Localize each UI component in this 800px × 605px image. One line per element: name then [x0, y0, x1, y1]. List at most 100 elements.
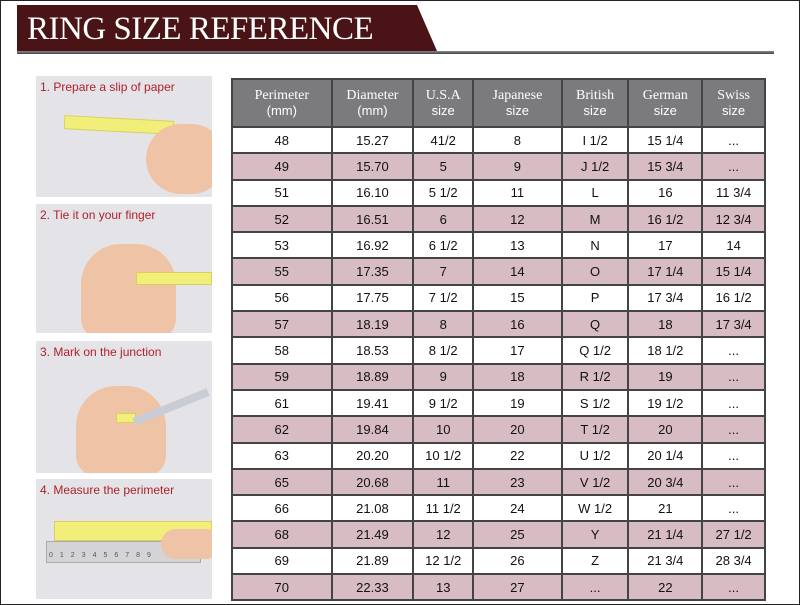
table-cell: 9 — [472, 152, 563, 181]
table-cell: W 1/2 — [560, 494, 630, 523]
header-unit: size — [583, 103, 607, 118]
hand-image — [76, 386, 166, 473]
table-cell: 12 3/4 — [701, 204, 766, 234]
column-header: Perimeter (mm) — [231, 78, 333, 128]
table-cell: P — [560, 283, 630, 313]
step-4-caption: 4. Measure the perimeter — [40, 483, 175, 497]
table-cell: M — [560, 204, 630, 234]
header-unit: (mm) — [357, 103, 388, 118]
table-row: 48 15.27 41/2 8 I 1/2 15 1/4... — [231, 125, 766, 155]
table-cell: 11 1/2 — [412, 494, 475, 523]
table-cell: 17 3/4 — [627, 283, 704, 313]
table-cell: 15.27 — [330, 125, 415, 155]
table-cell: J 1/2 — [560, 152, 630, 181]
table-cell: 6 1/2 — [412, 231, 475, 260]
table-cell: 16 — [472, 310, 563, 339]
table-cell: S 1/2 — [560, 388, 630, 418]
table-cell: R 1/2 — [560, 362, 630, 391]
step-3-panel: 3. Mark on the junction — [36, 341, 212, 473]
table-row: 61 19.41 9 1/2 19 S 1/2 19 1/2... — [231, 388, 766, 418]
table-cell: 22 — [627, 573, 704, 602]
table-cell: ... — [701, 152, 766, 181]
table-cell: 16.51 — [330, 204, 415, 234]
table-row: 51 16.10 5 1/2 11 L 16 11 3/4 — [231, 178, 766, 207]
table-cell: 5 1/2 — [412, 178, 475, 207]
table-cell: 5 — [412, 152, 475, 181]
table-cell: 61 — [231, 388, 333, 418]
table-cell: 9 — [412, 362, 475, 391]
table-cell: 70 — [231, 573, 333, 602]
table-cell: 63 — [231, 441, 333, 470]
table-cell: 18.89 — [330, 362, 415, 391]
step-4-panel: 4. Measure the perimeter 0123456789 — [36, 479, 212, 599]
table-row: 58 18.53 8 1/2 17 Q 1/2 18 1/2... — [231, 336, 766, 365]
paper-strip — [136, 272, 212, 285]
header-label: Japanese — [492, 88, 543, 103]
table-cell: 17.75 — [330, 283, 415, 313]
table-cell: 13 — [412, 573, 475, 602]
hand-image — [81, 244, 176, 333]
header-label: Perimeter — [254, 88, 309, 103]
table-cell: 21.08 — [330, 494, 415, 523]
table-cell: 10 — [412, 415, 475, 444]
table-cell: 17.35 — [330, 257, 415, 286]
table-row: 52 16.51 6 12 M 16 1/2 12 3/4 — [231, 204, 766, 234]
table-cell: ... — [701, 573, 766, 602]
table-cell: 8 1/2 — [412, 336, 475, 365]
hand-image — [161, 529, 212, 559]
header-label: German — [642, 88, 688, 103]
table-cell: Q — [560, 310, 630, 339]
ring-size-table: Perimeter (mm) Diameter (mm) U.S.A size Japane… — [231, 78, 766, 602]
table-cell: 25 — [472, 520, 563, 549]
table-cell: 49 — [231, 152, 333, 181]
table-cell: 55 — [231, 257, 333, 286]
table-cell: 27 1/2 — [701, 520, 766, 549]
table-cell: 62 — [231, 415, 333, 444]
table-cell: I 1/2 — [560, 125, 630, 155]
table-cell: 52 — [231, 204, 333, 234]
table-cell: 19 — [472, 388, 563, 418]
table-row: 55 17.35 7 14 O 17 1/4 15 1/4 — [231, 257, 766, 286]
table-cell: 15 3/4 — [627, 152, 704, 181]
table-row: 70 22.33 13 27... 22... — [231, 573, 766, 602]
table-cell: 21.89 — [330, 546, 415, 576]
table-cell: ... — [701, 441, 766, 470]
table-cell: 57 — [231, 310, 333, 339]
table-cell: 6 — [412, 204, 475, 234]
header-label: U.S.A — [425, 88, 461, 103]
table-cell: 17 — [627, 231, 704, 260]
table-cell: 21 — [627, 494, 704, 523]
table-row: 53 16.92 6 1/2 13 N 17 14 — [231, 231, 766, 260]
column-header: Japanese size — [472, 78, 563, 128]
table-row: 63 20.20 10 1/2 22 U 1/2 20 1/4... — [231, 441, 766, 470]
table-cell: 41/2 — [412, 125, 475, 155]
table-cell: 18 1/2 — [627, 336, 704, 365]
column-header: Swiss size — [701, 78, 766, 128]
table-cell: 14 — [472, 257, 563, 286]
header-label: British — [576, 88, 615, 103]
table-cell: Q 1/2 — [560, 336, 630, 365]
table-row: 57 18.19 8 16 Q 18 17 3/4 — [231, 310, 766, 339]
table-cell: 20 3/4 — [627, 467, 704, 497]
hand-image — [146, 124, 212, 194]
table-cell: 56 — [231, 283, 333, 313]
table-cell: O — [560, 257, 630, 286]
table-cell: V 1/2 — [560, 467, 630, 497]
table-cell: 14 — [701, 231, 766, 260]
table-cell: 11 — [472, 178, 563, 207]
table-row: 65 20.68 11 23 V 1/2 20 3/4... — [231, 467, 766, 497]
table-row: 59 18.89 9 18 R 1/2 19... — [231, 362, 766, 391]
step-3-caption: 3. Mark on the junction — [40, 345, 162, 359]
table-cell: 20.68 — [330, 467, 415, 497]
table-cell: 12 — [472, 204, 563, 234]
table-cell: ... — [701, 494, 766, 523]
table-cell: 24 — [472, 494, 563, 523]
table-cell: 15 1/4 — [701, 257, 766, 286]
table-cell: 11 3/4 — [701, 178, 766, 207]
table-cell: 19.84 — [330, 415, 415, 444]
header-label: Diameter — [346, 88, 399, 103]
table-cell: 8 — [472, 125, 563, 155]
table-cell: L — [560, 178, 630, 207]
table-cell: 19 — [627, 362, 704, 391]
table-cell: 51 — [231, 178, 333, 207]
